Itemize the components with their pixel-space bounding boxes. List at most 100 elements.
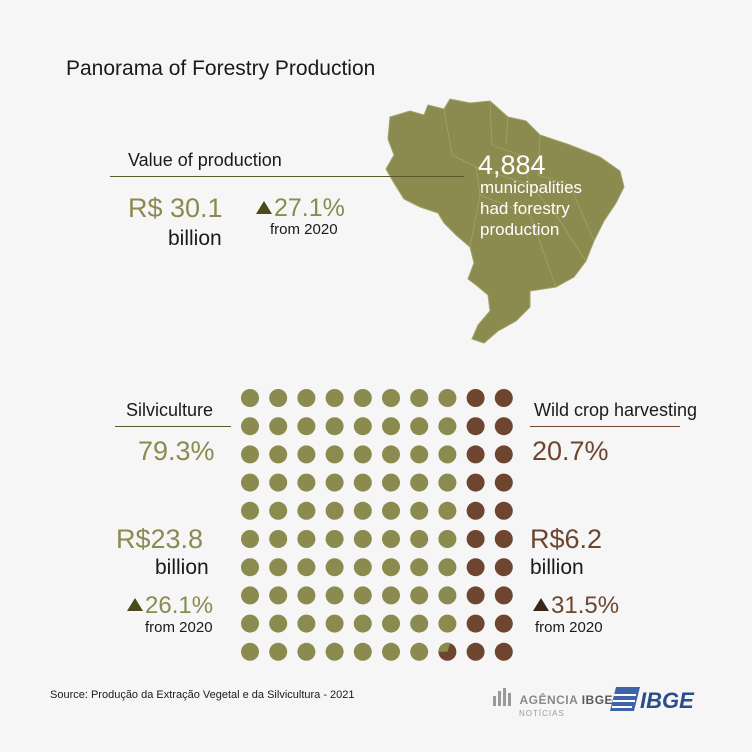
waffle-dot-wild-crop <box>466 417 485 436</box>
agencia-mark-icon <box>493 688 511 706</box>
waffle-dot-silviculture <box>410 558 429 577</box>
waffle-dot-silviculture <box>382 530 400 548</box>
value-of-production-from: from 2020 <box>270 221 338 238</box>
up-triangle-icon <box>256 201 272 214</box>
waffle-dot-silviculture <box>325 558 344 577</box>
waffle-dot-wild-crop <box>494 417 513 436</box>
waffle-dot-wild-crop <box>466 473 485 492</box>
waffle-dot-silviculture <box>353 642 372 661</box>
page-title: Panorama of Forestry Production <box>66 57 376 80</box>
waffle-dot-silviculture <box>297 445 316 464</box>
waffle-dot-silviculture <box>325 417 344 436</box>
waffle-dot-silviculture <box>325 501 344 520</box>
waffle-dot-wild-crop <box>466 614 485 633</box>
wild-crop-share: 20.7% <box>532 436 609 466</box>
waffle-dot-wild-crop <box>494 642 513 661</box>
waffle-dot-silviculture <box>269 614 288 633</box>
waffle-dot-silviculture <box>438 614 457 633</box>
waffle-dot-silviculture <box>241 642 259 661</box>
waffle-dot-silviculture <box>269 417 288 436</box>
silviculture-unit: billion <box>155 556 209 579</box>
waffle-dot-silviculture <box>297 530 316 548</box>
waffle-dot-silviculture <box>353 586 372 605</box>
waffle-dot-silviculture <box>241 530 259 548</box>
waffle-dot-silviculture <box>438 501 457 520</box>
waffle-dot-wild-crop <box>494 586 513 605</box>
waffle-dot-silviculture <box>269 642 288 661</box>
waffle-dot-silviculture <box>382 389 400 407</box>
waffle-dot-silviculture <box>325 389 344 407</box>
waffle-dot-silviculture <box>353 530 372 548</box>
waffle-dot-silviculture <box>410 501 429 520</box>
waffle-dot-silviculture <box>241 445 259 464</box>
waffle-dot-silviculture <box>382 642 400 661</box>
wild-crop-rule <box>530 426 680 427</box>
waffle-dot-silviculture <box>241 586 259 605</box>
waffle-dot-silviculture <box>438 417 457 436</box>
waffle-dot-silviculture <box>410 530 429 548</box>
municipalities-text: municipalities had forestry production <box>480 178 583 239</box>
waffle-dot-silviculture <box>438 389 457 407</box>
waffle-dot-silviculture <box>382 586 400 605</box>
waffle-dot-silviculture <box>269 558 288 577</box>
waffle-dot-silviculture <box>382 501 400 520</box>
silviculture-label: Silviculture <box>126 400 214 420</box>
waffle-dot-silviculture <box>269 473 288 492</box>
wild-crop-from: from 2020 <box>535 619 603 636</box>
waffle-dot-silviculture <box>297 586 316 605</box>
waffle-dot-silviculture <box>410 473 429 492</box>
municipalities-count: 4,884 <box>478 150 546 180</box>
waffle-dot-silviculture <box>410 417 429 436</box>
waffle-dot-silviculture <box>297 614 316 633</box>
value-of-production-unit: billion <box>168 227 222 250</box>
waffle-dot-wild-crop <box>494 558 513 577</box>
agencia-ibge-logo: AGÊNCIA IBGE NOTÍCIAS <box>493 688 613 718</box>
waffle-dot-silviculture <box>410 614 429 633</box>
waffle-dot-wild-crop <box>466 530 485 548</box>
waffle-dot-silviculture <box>325 642 344 661</box>
waffle-dot-silviculture <box>269 530 288 548</box>
wild-crop-value: R$6.2 <box>530 524 603 554</box>
waffle-dot-silviculture <box>297 417 316 436</box>
waffle-dot-silviculture <box>297 642 316 661</box>
waffle-dot-silviculture <box>325 473 344 492</box>
waffle-dot-silviculture <box>438 558 457 577</box>
waffle-dot-silviculture <box>241 389 259 407</box>
waffle-dot-wild-crop <box>494 530 513 548</box>
agencia-ibge-text: IBGE <box>581 693 614 707</box>
silviculture-change: 26.1% <box>127 592 213 620</box>
waffle-dot-silviculture <box>297 501 316 520</box>
waffle-dot-silviculture <box>241 417 259 436</box>
waffle-dot-wild-crop <box>466 445 485 464</box>
waffle-dot-silviculture <box>410 586 429 605</box>
value-of-production-value: R$ 30.1 <box>128 193 223 223</box>
up-triangle-icon <box>533 598 549 611</box>
silviculture-value: R$23.8 <box>116 524 204 554</box>
waffle-dot-wild-crop <box>494 614 513 633</box>
up-triangle-icon <box>127 598 143 611</box>
waffle-dot-silviculture <box>382 473 400 492</box>
waffle-dot-wild-crop <box>494 501 513 520</box>
waffle-dot-silviculture <box>241 558 259 577</box>
agencia-text: AGÊNCIA <box>519 693 578 707</box>
waffle-dot-wild-crop <box>466 586 485 605</box>
waffle-dot-silviculture <box>382 614 400 633</box>
waffle-dot-silviculture <box>382 558 400 577</box>
value-of-production-change-text: 27.1% <box>274 194 345 222</box>
waffle-dot-silviculture <box>269 445 288 464</box>
waffle-dot-wild-crop <box>494 473 513 492</box>
waffle-dot-silviculture <box>353 445 372 464</box>
value-of-production-label: Value of production <box>128 150 282 170</box>
waffle-dot-silviculture <box>410 445 429 464</box>
waffle-dot-silviculture <box>241 614 259 633</box>
ibge-logo-text: IBGE <box>640 688 694 713</box>
waffle-dot-silviculture <box>438 473 457 492</box>
waffle-dot-silviculture <box>353 389 372 407</box>
waffle-dot-wild-crop <box>494 445 513 464</box>
waffle-dot-wild-crop <box>466 389 485 407</box>
value-of-production-change: 27.1% <box>256 194 345 223</box>
waffle-dot-silviculture <box>438 445 457 464</box>
waffle-dot-silviculture <box>410 389 429 407</box>
silviculture-from: from 2020 <box>145 619 213 636</box>
waffle-dot-silviculture <box>325 530 344 548</box>
